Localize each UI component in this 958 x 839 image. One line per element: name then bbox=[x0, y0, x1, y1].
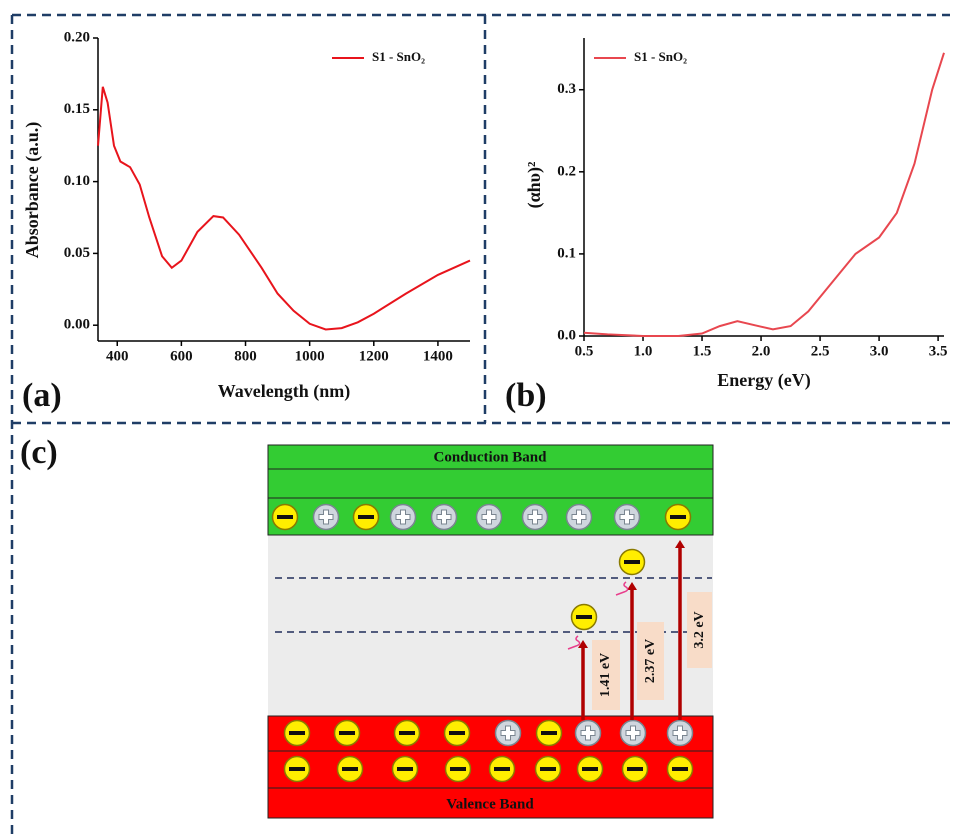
y-axis-label: (αhυ)² bbox=[524, 162, 545, 209]
electron-sign bbox=[494, 767, 510, 771]
electron-sign bbox=[289, 731, 305, 735]
x-tick-label: 2.5 bbox=[811, 343, 830, 359]
electron-sign bbox=[277, 515, 293, 519]
band-diagram: Conduction Band Valence Band 1.41 eV 2.3… bbox=[268, 445, 713, 818]
y-tick-label: 0.1 bbox=[557, 245, 576, 261]
electron-sign bbox=[672, 767, 688, 771]
y-tick-label: 0.0 bbox=[557, 327, 576, 343]
legend-label: S1 - SnO₂ bbox=[634, 49, 687, 64]
electron-sign bbox=[358, 515, 374, 519]
electron-sign bbox=[624, 560, 640, 564]
electron-sign bbox=[397, 767, 413, 771]
electron-sign bbox=[582, 767, 598, 771]
panel-label: (c) bbox=[20, 434, 58, 471]
electron-sign bbox=[450, 767, 466, 771]
transition-label: 3.2 eV bbox=[692, 611, 707, 648]
x-tick-label: 3.5 bbox=[929, 343, 948, 359]
x-tick-label: 1.5 bbox=[693, 343, 712, 359]
x-tick-label: 0.5 bbox=[575, 343, 594, 359]
x-tick-label: 600 bbox=[170, 348, 193, 364]
electron-sign bbox=[540, 767, 556, 771]
x-tick-label: 1.0 bbox=[634, 343, 653, 359]
electron-sign bbox=[342, 767, 358, 771]
electron-sign bbox=[399, 731, 415, 735]
transition-label: 2.37 eV bbox=[643, 639, 658, 683]
electron-sign bbox=[670, 515, 686, 519]
electron-sign bbox=[339, 731, 355, 735]
y-tick-label: 0.05 bbox=[64, 245, 90, 261]
x-tick-label: 2.0 bbox=[752, 343, 771, 359]
y-tick-label: 0.15 bbox=[64, 101, 90, 117]
valence-band-label: Valence Band bbox=[446, 796, 534, 812]
y-tick-label: 0.00 bbox=[64, 317, 90, 333]
data-line bbox=[584, 53, 944, 336]
x-axis-label: Energy (eV) bbox=[717, 370, 810, 391]
x-tick-label: 1200 bbox=[359, 348, 389, 364]
x-tick-label: 800 bbox=[234, 348, 257, 364]
electron-sign bbox=[289, 767, 305, 771]
legend-label: S1 - SnO₂ bbox=[372, 49, 425, 64]
panel-label: (a) bbox=[22, 377, 62, 414]
y-tick-label: 0.10 bbox=[64, 173, 90, 189]
conduction-band-label: Conduction Band bbox=[434, 449, 548, 465]
data-line bbox=[98, 87, 470, 330]
transition-label: 1.41 eV bbox=[598, 653, 613, 697]
panel-label: (b) bbox=[505, 377, 547, 414]
electron-sign bbox=[449, 731, 465, 735]
x-tick-label: 400 bbox=[106, 348, 129, 364]
electron-sign bbox=[627, 767, 643, 771]
figure: (c) Conduction Band Valence Band 1.41 eV… bbox=[0, 0, 958, 839]
x-tick-label: 1000 bbox=[295, 348, 325, 364]
x-axis-label: Wavelength (nm) bbox=[218, 381, 351, 402]
y-axis-label: Absorbance (a.u.) bbox=[22, 122, 43, 259]
electron-sign bbox=[576, 615, 592, 619]
x-tick-label: 1400 bbox=[423, 348, 453, 364]
x-tick-label: 3.0 bbox=[870, 343, 889, 359]
electron-sign bbox=[541, 731, 557, 735]
y-tick-label: 0.20 bbox=[64, 29, 90, 45]
y-tick-label: 0.2 bbox=[557, 163, 576, 179]
y-tick-label: 0.3 bbox=[557, 81, 576, 97]
